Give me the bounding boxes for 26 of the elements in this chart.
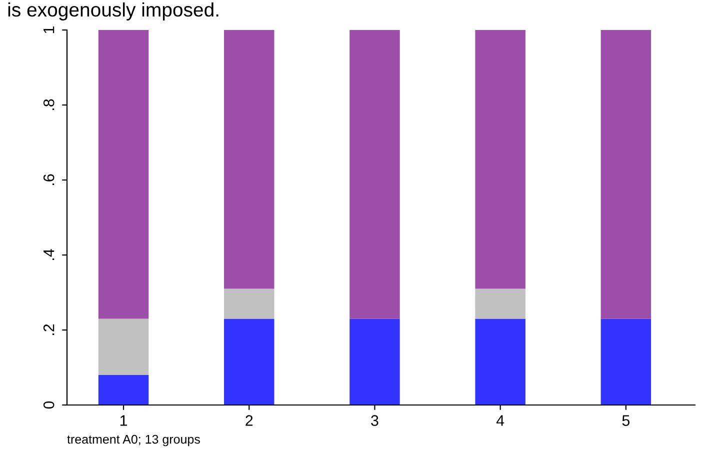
bar xyxy=(98,30,149,319)
bar xyxy=(475,318,526,405)
x-tick-label: 1 xyxy=(120,415,128,426)
y-tick-label: 1 xyxy=(44,26,54,34)
y-tick-label: .4 xyxy=(44,249,54,260)
bar xyxy=(475,30,526,289)
bar xyxy=(475,288,526,319)
bar xyxy=(600,30,652,319)
x-axis-title: treatment A0; 13 groups xyxy=(67,434,200,446)
bar xyxy=(350,30,400,319)
bar xyxy=(600,318,652,405)
bar xyxy=(224,318,274,405)
bar xyxy=(350,318,400,405)
y-tick-label: .6 xyxy=(43,174,54,185)
y-tick-label: 0 xyxy=(43,401,54,409)
text: is exogenously imposed. xyxy=(8,2,218,20)
bar xyxy=(224,288,274,319)
bar xyxy=(98,318,149,375)
y-tick-label: .8 xyxy=(43,99,54,110)
x-tick-label: 2 xyxy=(246,415,253,426)
x-tick-label: 3 xyxy=(371,415,378,426)
bar xyxy=(224,30,274,289)
y-tick-label: .2 xyxy=(43,324,54,335)
x-tick-label: 5 xyxy=(622,415,630,426)
x-tick-label: 4 xyxy=(496,415,504,426)
bar xyxy=(98,375,149,405)
